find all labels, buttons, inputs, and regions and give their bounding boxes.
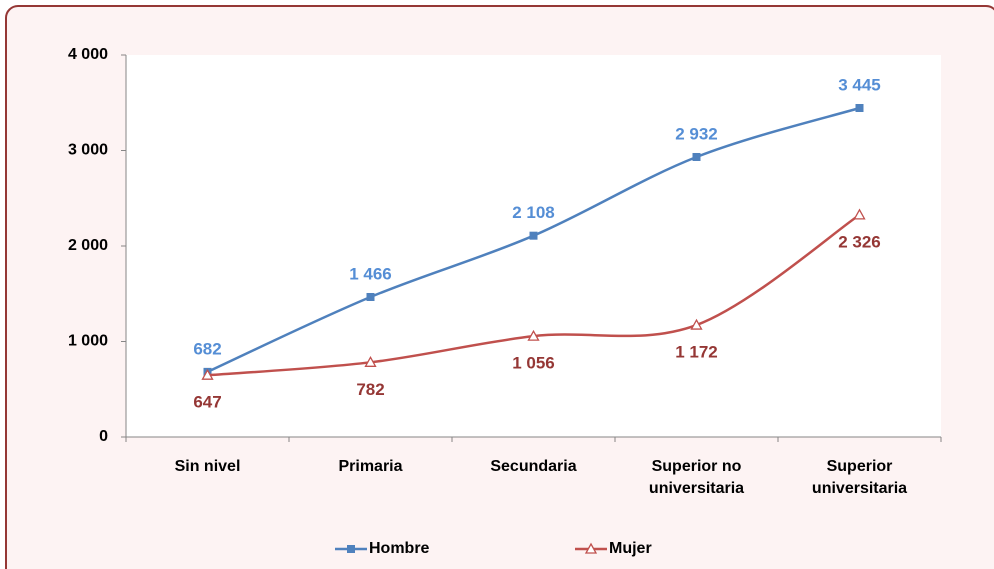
data-label: 682 xyxy=(193,339,221,358)
data-label: 647 xyxy=(193,393,221,412)
data-label: 782 xyxy=(356,380,384,399)
marker xyxy=(584,542,598,554)
marker xyxy=(201,368,214,380)
data-label: 2 108 xyxy=(512,203,555,222)
y-tick-label: 3 000 xyxy=(68,142,108,159)
line xyxy=(207,213,861,377)
marker xyxy=(364,355,377,367)
marker xyxy=(692,152,701,161)
x-tick-label: Sin nivel xyxy=(175,458,241,475)
marker xyxy=(527,329,540,341)
x-tick-label: Primaria xyxy=(338,458,402,475)
legend-label: Hombre xyxy=(369,540,430,557)
legend-label: Mujer xyxy=(609,540,652,557)
plot-area xyxy=(126,55,941,437)
x-tick-label: Superior no universitaria xyxy=(649,458,744,497)
marker xyxy=(855,104,864,113)
data-label: 1 466 xyxy=(349,264,392,283)
marker xyxy=(529,231,538,240)
data-label: 2 326 xyxy=(838,232,881,251)
x-tick-label: Superior universitaria xyxy=(812,458,907,497)
marker xyxy=(366,292,375,301)
data-label: 2 932 xyxy=(675,124,718,143)
y-tick-label: 2 000 xyxy=(68,237,108,254)
data-label: 1 172 xyxy=(675,343,718,362)
y-tick-label: 4 000 xyxy=(68,46,108,63)
marker xyxy=(347,545,355,553)
marker xyxy=(853,208,866,220)
x-tick-label: Secundaria xyxy=(490,458,576,475)
marker xyxy=(690,318,703,330)
y-tick-label: 0 xyxy=(99,428,108,445)
y-tick-label: 1 000 xyxy=(68,333,108,350)
data-label: 3 445 xyxy=(838,75,881,94)
data-label: 1 056 xyxy=(512,354,555,373)
